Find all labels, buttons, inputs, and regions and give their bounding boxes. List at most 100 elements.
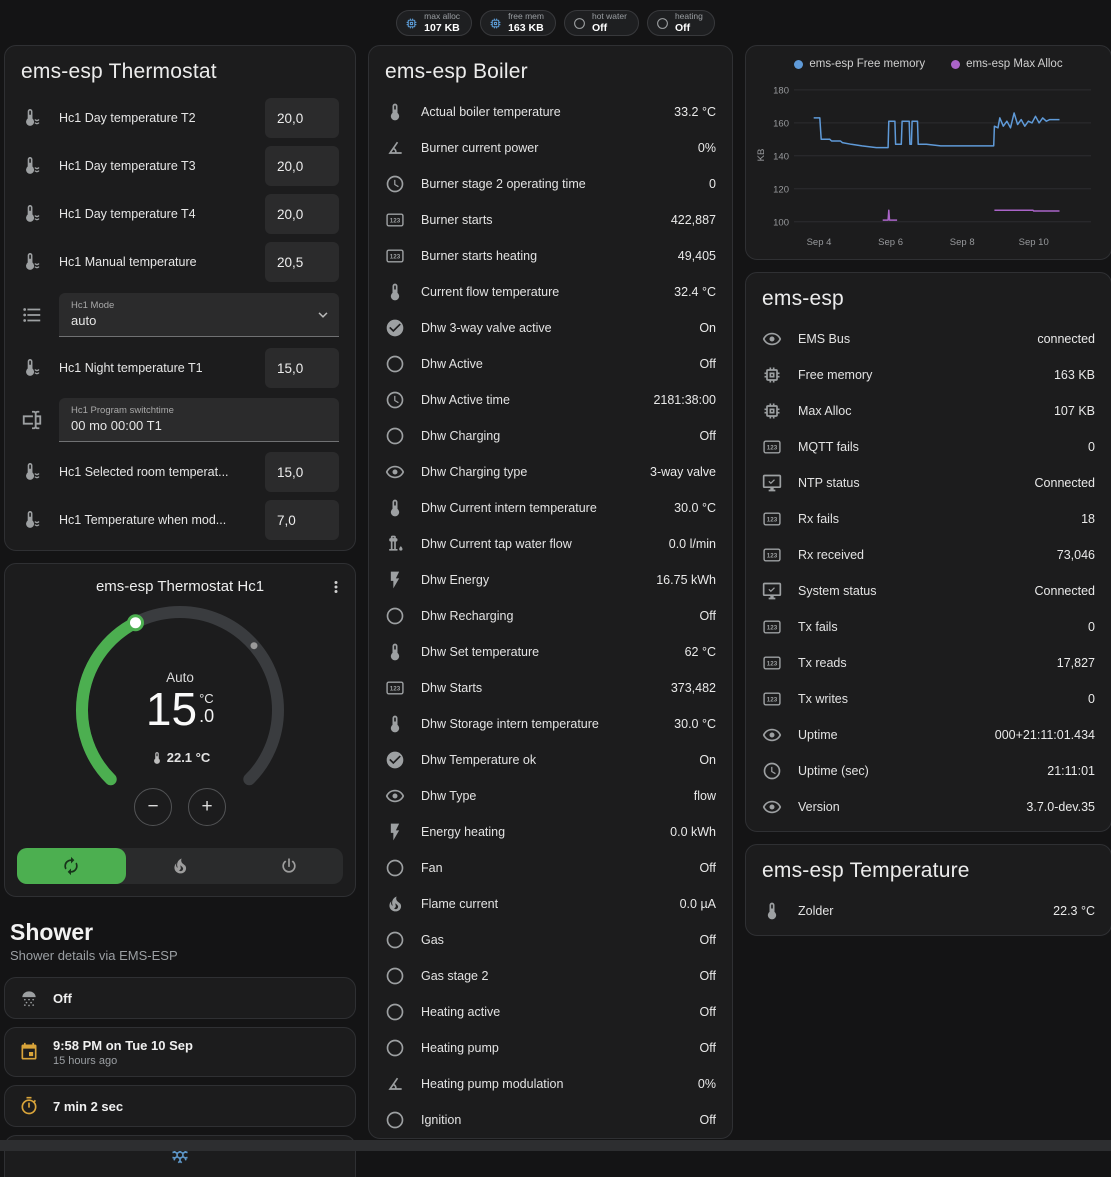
entity-value: Off [699, 357, 716, 371]
entity-row-uptime[interactable]: Uptime 000+21:11:01.434 [746, 717, 1111, 753]
switchtime-input[interactable]: Hc1 Program switchtime 00 mo 00:00 T1 [59, 398, 339, 442]
number-input[interactable]: 20,0 [265, 146, 339, 186]
entity-row-free-memory[interactable]: Free memory 163 KB [746, 357, 1111, 393]
entity-row-dhw-3-way-valve-active[interactable]: Dhw 3-way valve active On [369, 310, 732, 346]
entity-row-gas[interactable]: Gas Off [369, 922, 732, 958]
increase-temp-button[interactable]: + [188, 788, 226, 826]
number-input[interactable]: 7,0 [265, 500, 339, 540]
entity-row-ntp-status[interactable]: NTP status Connected [746, 465, 1111, 501]
hvac-mode-off[interactable] [234, 848, 343, 884]
hvac-mode-auto[interactable] [17, 848, 126, 884]
number-input[interactable]: 20,0 [265, 98, 339, 138]
thermometer-water-icon [26, 109, 40, 126]
number-input[interactable]: 15,0 [265, 452, 339, 492]
entity-row-burner-starts-heating[interactable]: 123 Burner starts heating 49,405 [369, 238, 732, 274]
boiler-rows: Actual boiler temperature 33.2 °C Burner c… [369, 94, 732, 1138]
svg-text:123: 123 [767, 553, 778, 560]
entity-value: 0.0 l/min [668, 537, 716, 551]
shower-card-2[interactable]: 7 min 2 sec [4, 1085, 356, 1127]
number-input[interactable]: 15,0 [265, 348, 339, 388]
entity-row-dhw-current-tap-water-flow[interactable]: Dhw Current tap water flow 0.0 l/min [369, 526, 732, 562]
shower-card-0[interactable]: Off [4, 977, 356, 1019]
entity-row-system-status[interactable]: System status Connected [746, 573, 1111, 609]
entity-name: Gas stage 2 [421, 969, 489, 983]
badge-hot-water[interactable]: hot water Off [563, 10, 639, 36]
entity-row-burner-stage-2-operating-time[interactable]: Burner stage 2 operating time 0 [369, 166, 732, 202]
entity-row-zolder[interactable]: Zolder 22.3 °C [746, 893, 1111, 929]
entity-row-uptime-sec[interactable]: Uptime (sec) 21:11:01 [746, 753, 1111, 789]
entity-row-energy-heating[interactable]: Energy heating 0.0 kWh [369, 814, 732, 850]
entity-row-tx-fails[interactable]: 123 Tx fails 0 [746, 609, 1111, 645]
decrease-temp-button[interactable]: − [134, 788, 172, 826]
entity-row-fan[interactable]: Fan Off [369, 850, 732, 886]
entity-row-mqtt-fails[interactable]: 123 MQTT fails 0 [746, 429, 1111, 465]
entity-row-flame-current[interactable]: Flame current 0.0 µA [369, 886, 732, 922]
entity-name: Dhw Type [421, 789, 477, 803]
memory-icon [764, 367, 780, 383]
angle-icon [388, 141, 402, 154]
svg-text:123: 123 [767, 517, 778, 524]
horizontal-scrollbar[interactable] [0, 1140, 1111, 1151]
entity-row-heating-pump-modulation[interactable]: Heating pump modulation 0% [369, 1066, 732, 1102]
entity-row-dhw-active-time[interactable]: Dhw Active time 2181:38:00 [369, 382, 732, 418]
entity-row-ignition[interactable]: Ignition Off [369, 1102, 732, 1138]
entity-row-heating-pump[interactable]: Heating pump Off [369, 1030, 732, 1066]
circle-outline-icon [386, 607, 404, 625]
entity-row-heating-active[interactable]: Heating active Off [369, 994, 732, 1030]
entity-row-dhw-active[interactable]: Dhw Active Off [369, 346, 732, 382]
number-input[interactable]: 20,5 [265, 242, 339, 282]
entity-row-dhw-current-intern-temperature[interactable]: Dhw Current intern temperature 30.0 °C [369, 490, 732, 526]
more-menu-button[interactable] [323, 574, 349, 600]
badge-heating[interactable]: heating Off [646, 10, 715, 36]
entity-value: 30.0 °C [674, 717, 716, 731]
entity-row-rx-received[interactable]: 123 Rx received 73,046 [746, 537, 1111, 573]
thermostat-dial[interactable] [50, 596, 310, 842]
monitor-check-icon [762, 582, 782, 600]
entity-row-actual-boiler-temperature[interactable]: Actual boiler temperature 33.2 °C [369, 94, 732, 130]
dial-handle[interactable] [127, 614, 144, 632]
legend-item-ems-esp-max-alloc[interactable]: ems-esp Max Alloc [951, 58, 1063, 70]
entity-row-dhw-charging[interactable]: Dhw Charging Off [369, 418, 732, 454]
hvac-mode-heat[interactable] [126, 848, 235, 884]
entity-row-dhw-storage-intern-temperature[interactable]: Dhw Storage intern temperature 30.0 °C [369, 706, 732, 742]
temperature-rows: Zolder 22.3 °C [746, 893, 1111, 935]
entity-row-version[interactable]: Version 3.7.0-dev.35 [746, 789, 1111, 825]
entity-row-dhw-set-temperature[interactable]: Dhw Set temperature 62 °C [369, 634, 732, 670]
shower-card-1[interactable]: 9:58 PM on Tue 10 Sep 15 hours ago [4, 1027, 356, 1077]
mode-select[interactable]: Hc1 Mode auto [59, 293, 339, 337]
entity-row-dhw-energy[interactable]: Dhw Energy 16.75 kWh [369, 562, 732, 598]
entity-row-dhw-temperature-ok[interactable]: Dhw Temperature ok On [369, 742, 732, 778]
water-pump-icon [389, 535, 403, 551]
thermometer-icon [390, 103, 400, 121]
entity-row-current-flow-temperature[interactable]: Current flow temperature 32.4 °C [369, 274, 732, 310]
entity-row-max-alloc[interactable]: Max Alloc 107 KB [746, 393, 1111, 429]
dashboard-columns: ems-esp Thermostat Hc1 Day temperature T… [0, 45, 1111, 1177]
entity-row-burner-starts[interactable]: 123 Burner starts 422,887 [369, 202, 732, 238]
entity-row-tx-reads[interactable]: 123 Tx reads 17,827 [746, 645, 1111, 681]
entity-row-dhw-type[interactable]: Dhw Type flow [369, 778, 732, 814]
entity-row-dhw-charging-type[interactable]: Dhw Charging type 3-way valve [369, 454, 732, 490]
legend-dot [794, 59, 804, 69]
entity-row-ems-bus[interactable]: EMS Bus connected [746, 321, 1111, 357]
target-temp-unit: °C [199, 691, 214, 706]
entity-row-burner-current-power[interactable]: Burner current power 0% [369, 130, 732, 166]
dots-vertical-icon [334, 581, 338, 593]
entity-row-rx-fails[interactable]: 123 Rx fails 18 [746, 501, 1111, 537]
entity-row-dhw-recharging[interactable]: Dhw Recharging Off [369, 598, 732, 634]
badge-value: Off [591, 21, 608, 34]
entity-value: 0 [1088, 692, 1095, 706]
entity-value: 000+21:11:01.434 [994, 728, 1095, 742]
badge-max-alloc[interactable]: max alloc 107 KB [396, 10, 473, 36]
circle-outline-icon [386, 355, 404, 373]
thermostat-card-title: ems-esp Thermostat [21, 60, 217, 83]
legend-item-ems-esp-free-memory[interactable]: ems-esp Free memory [794, 58, 925, 70]
entity-value: 49,405 [677, 249, 716, 263]
thermometer-icon [390, 499, 400, 517]
entity-row-tx-writes[interactable]: 123 Tx writes 0 [746, 681, 1111, 717]
entity-row-dhw-starts[interactable]: 123 Dhw Starts 373,482 [369, 670, 732, 706]
badge-free-mem[interactable]: free mem 163 KB [480, 10, 556, 36]
memory-icon [764, 403, 780, 419]
entity-row-gas-stage-2[interactable]: Gas stage 2 Off [369, 958, 732, 994]
number-input[interactable]: 20,0 [265, 194, 339, 234]
entity-name: Dhw Current tap water flow [421, 537, 572, 551]
